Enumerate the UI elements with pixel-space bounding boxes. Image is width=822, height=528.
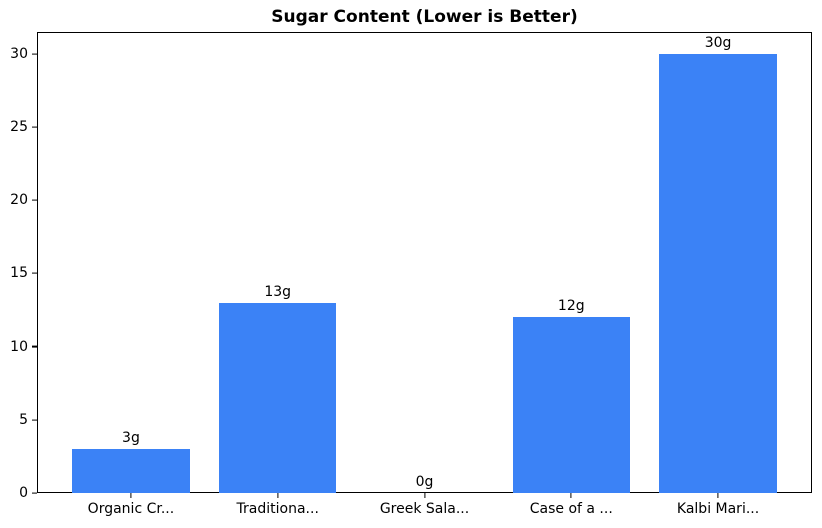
bar [512, 317, 630, 493]
x-axis-category-label: Greek Sala... [379, 501, 470, 517]
y-axis-tick-mark [32, 199, 37, 201]
bar-value-label: 13g [264, 283, 292, 300]
x-axis-category-label: Organic Cr... [87, 501, 175, 517]
y-axis-tick-label: 15 [10, 265, 28, 282]
x-axis-tick-mark [570, 493, 572, 498]
x-axis-category-label: Traditiona... [236, 501, 319, 517]
y-axis-tick-label: 20 [10, 192, 28, 209]
y-axis-tick-mark [32, 53, 37, 55]
y-axis-tick-label: 25 [10, 119, 28, 136]
y-axis-tick-label: 5 [19, 411, 28, 428]
chart-title: Sugar Content (Lower is Better) [271, 7, 578, 27]
y-axis-tick-mark [32, 492, 37, 494]
x-axis-category-label: Case of a ... [529, 501, 613, 517]
bar [659, 53, 777, 493]
x-axis-tick-mark [130, 493, 132, 498]
bar [219, 302, 337, 493]
y-axis-tick-label: 30 [10, 45, 28, 62]
plot-layer: 0 5 10 15 20 25 30 3g Organic Cr... 13g Traditiona… [10, 32, 812, 517]
bar-value-label: 12g [557, 298, 585, 315]
y-axis-tick-label: 0 [19, 485, 28, 501]
y-axis-tick-mark [32, 419, 37, 421]
bar-value-label: 3g [122, 430, 140, 447]
y-axis-tick-mark [32, 272, 37, 275]
x-axis-tick-mark [717, 493, 719, 498]
bar-value-label: 30g [704, 34, 732, 51]
y-axis-tick-mark [32, 346, 37, 348]
x-axis-category-label: Kalbi Mari... [676, 501, 760, 517]
bar-value-label: 0g [415, 474, 434, 490]
x-axis-tick-mark [277, 493, 279, 498]
y-axis-tick-label: 10 [10, 338, 28, 355]
bar [72, 449, 190, 493]
y-axis-tick-mark [32, 126, 37, 128]
x-axis-tick-mark [423, 493, 426, 498]
